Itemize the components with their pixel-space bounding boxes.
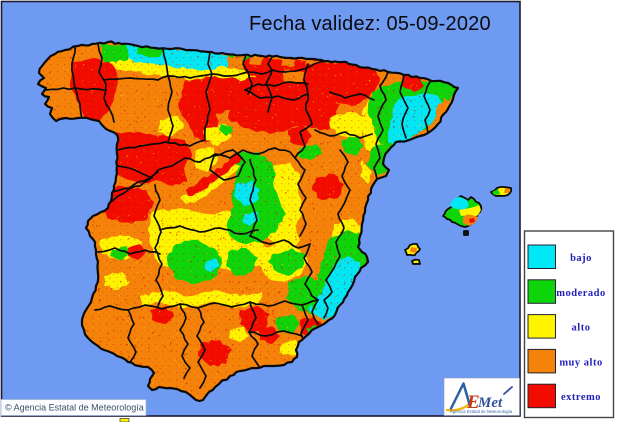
svg-text:bajo: bajo <box>570 253 592 264</box>
svg-text:extremo: extremo <box>561 392 601 403</box>
svg-text:Met: Met <box>477 395 503 411</box>
svg-text:Fecha validez: 05-09-2020: Fecha validez: 05-09-2020 <box>249 13 491 35</box>
svg-text:muy alto: muy alto <box>559 357 602 368</box>
svg-text:E: E <box>466 392 480 413</box>
svg-text:© Agencia Estatal de Meteorolo: © Agencia Estatal de Meteorología <box>5 403 144 413</box>
svg-text:Agencia Estatal de Meteorologí: Agencia Estatal de Meteorología <box>450 409 513 414</box>
svg-text:moderado: moderado <box>556 288 606 299</box>
svg-text:alto: alto <box>572 323 591 334</box>
